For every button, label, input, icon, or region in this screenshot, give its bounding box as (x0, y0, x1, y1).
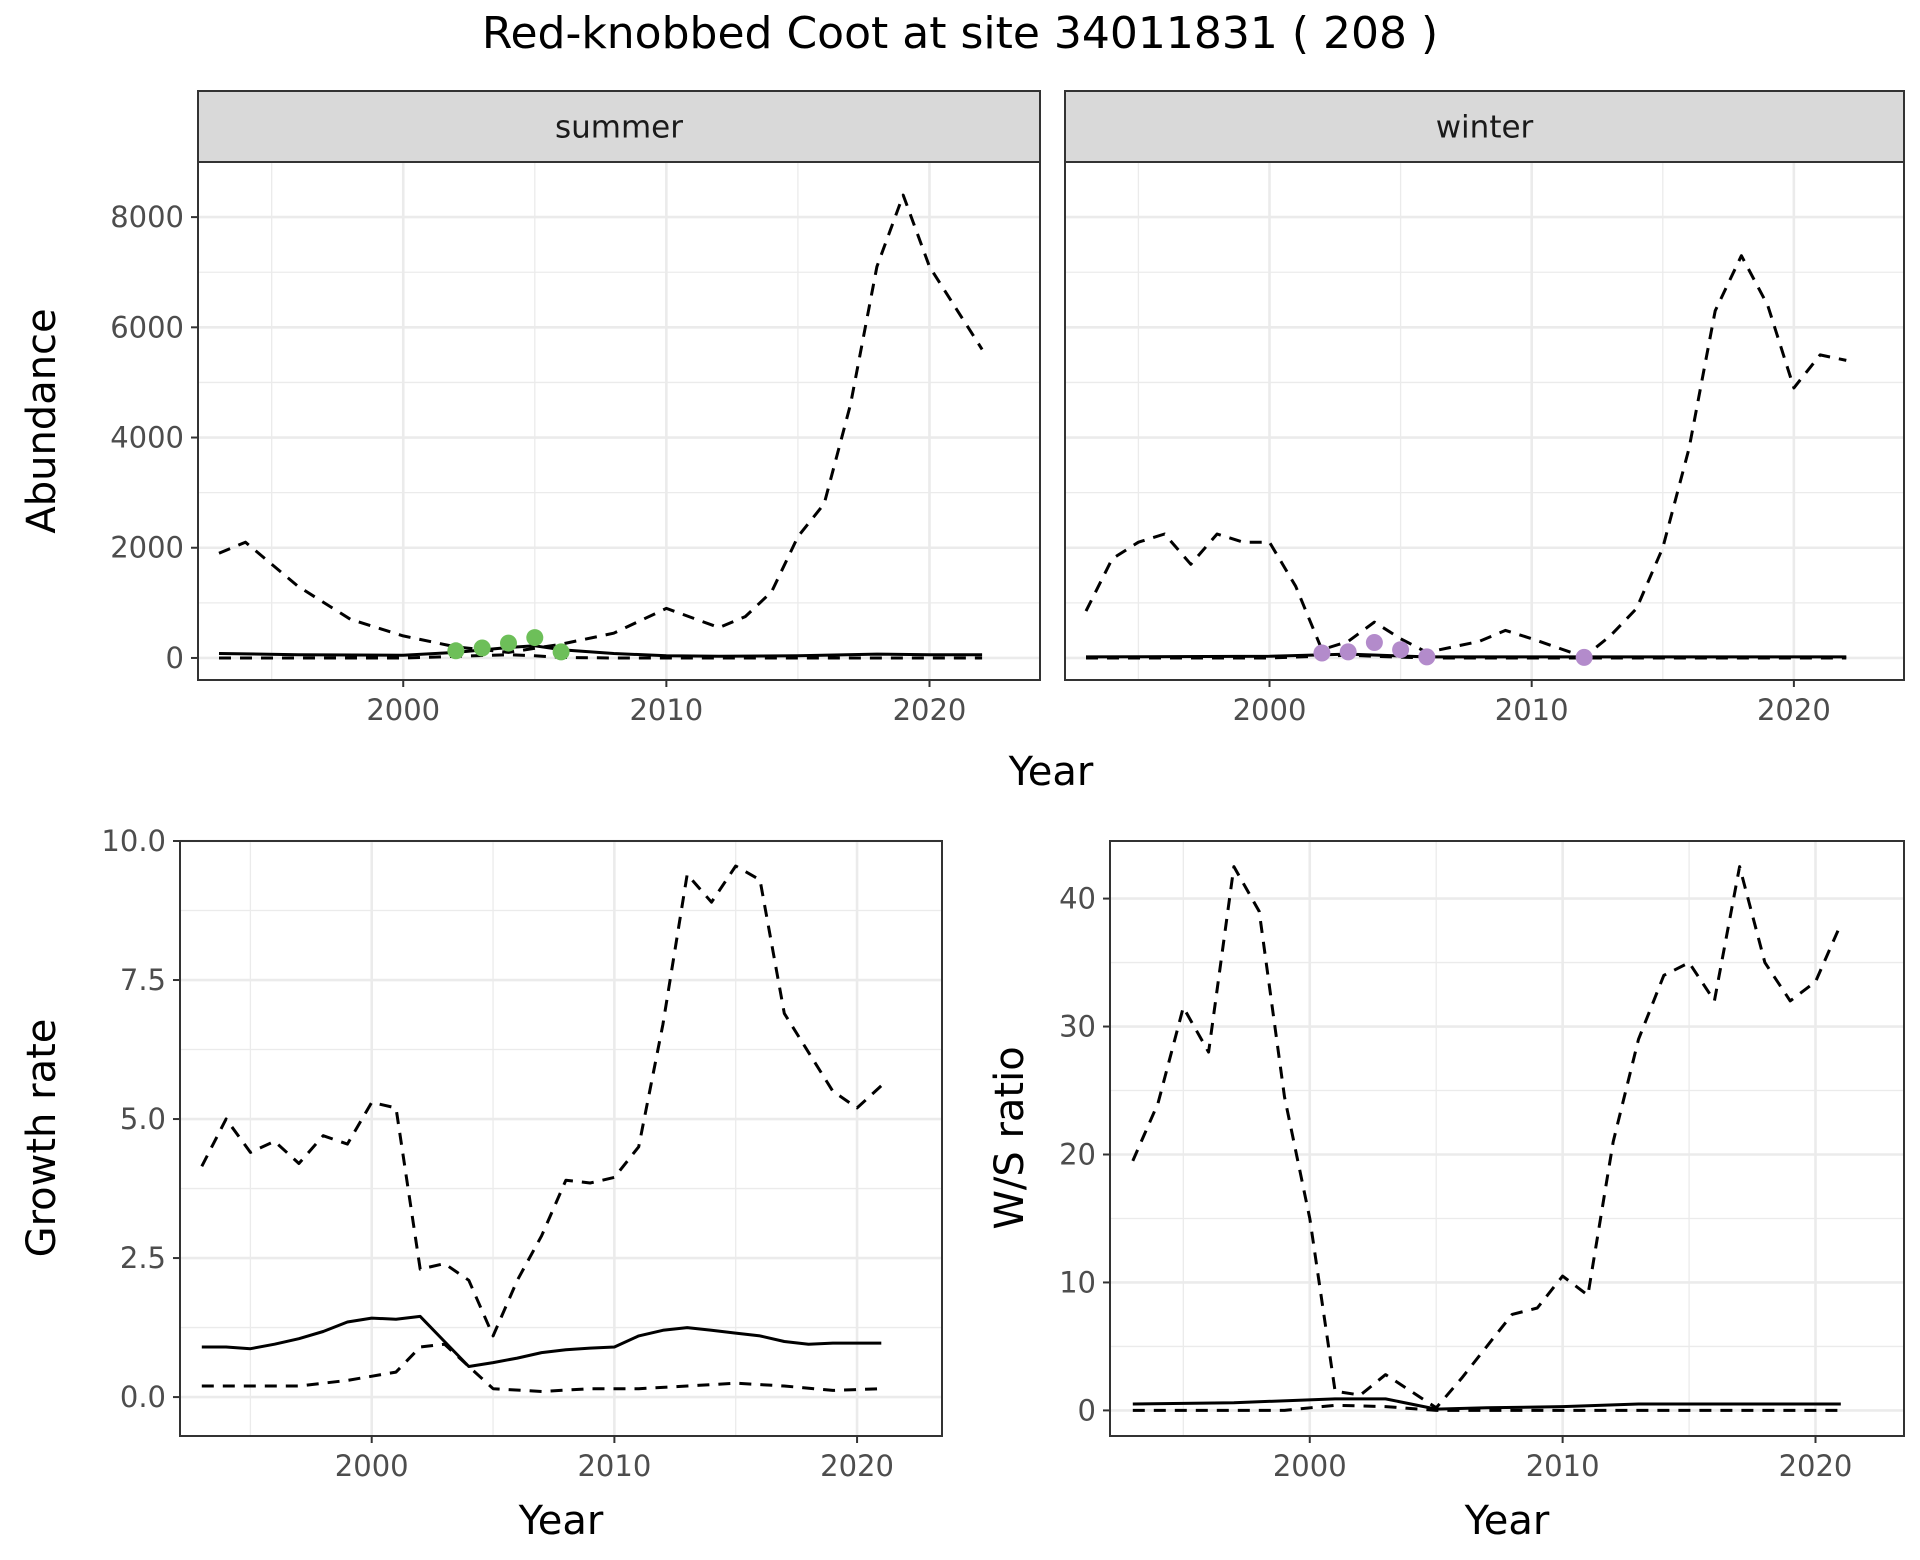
series-line-solid-0 (201, 1314, 882, 1368)
x-tick-label: 2010 (629, 693, 703, 727)
data-point (552, 643, 570, 661)
series-line-dashed-2 (1132, 1403, 1841, 1412)
x-tick-label: 2020 (893, 693, 967, 727)
plot-area (180, 841, 942, 1436)
series-line-dashed-1 (218, 193, 984, 654)
x-tick-label: 2010 (577, 1449, 651, 1483)
panel-summer: summer 2000 2010 2020 0 2000 4000 6000 8000 (110, 90, 1041, 727)
y-tick-label: 0 (1078, 1393, 1096, 1427)
x-axis-title-growth: Year (518, 1498, 604, 1544)
panel-border (179, 840, 943, 1437)
series-line-solid-0 (218, 644, 983, 658)
facet-strip (197, 90, 1041, 163)
series-line-dashed-1 (1131, 865, 1843, 1410)
y-axis-title-ratio: W/S ratio (987, 1046, 1033, 1229)
x-axis-title-ratio: Year (1464, 1498, 1550, 1544)
x-tick-label: 2020 (820, 1449, 894, 1483)
series-line-solid-0 (1132, 1397, 1841, 1411)
x-axis-title-top: Year (1008, 749, 1094, 795)
x-tick-label: 2000 (366, 693, 440, 727)
x-tick-label: 2010 (1495, 693, 1569, 727)
data-point (473, 639, 491, 657)
y-tick-label: 7.5 (120, 963, 166, 997)
y-tick-label: 0 (166, 641, 184, 675)
x-tick-label: 2000 (335, 1449, 409, 1483)
y-tick-label: 20 (1059, 1137, 1096, 1171)
y-tick-label: 4000 (110, 421, 184, 455)
series-line-dashed-1 (1084, 254, 1847, 659)
y-tick-label: 10.0 (101, 824, 166, 858)
panel-growth: 2000 2010 2020 0.0 2.5 5.0 7.5 10.0 (101, 824, 943, 1483)
data-point (1339, 643, 1357, 661)
panel-border (1109, 840, 1905, 1437)
data-point (1365, 634, 1383, 652)
data-point (1575, 648, 1593, 666)
x-tick-label: 2000 (1273, 1449, 1347, 1483)
facet-strip (1064, 90, 1905, 163)
plot-area (198, 162, 1040, 680)
y-tick-label: 8000 (110, 200, 184, 234)
series-line-dashed-1 (200, 864, 883, 1338)
facet-strip-label: winter (1436, 110, 1534, 146)
y-tick-label: 2000 (110, 531, 184, 565)
data-point (1313, 644, 1331, 662)
x-tick-label: 2020 (1779, 1449, 1853, 1483)
data-point (447, 642, 465, 660)
data-point (526, 629, 544, 647)
y-axis-title-abundance: Abundance (19, 308, 65, 533)
y-axis-title-growth: Growth rate (19, 1019, 65, 1258)
data-point (499, 634, 517, 652)
data-point (1392, 641, 1410, 659)
chart-title: Red-knobbed Coot at site 34011831 ( 208 … (482, 8, 1438, 59)
series-line-dashed-2 (1086, 653, 1847, 660)
series-line-dashed-2 (201, 1342, 882, 1393)
y-tick-label: 0.0 (120, 1380, 166, 1414)
y-tick-label: 10 (1059, 1265, 1096, 1299)
x-tick-label: 2010 (1526, 1449, 1600, 1483)
y-tick-label: 2.5 (120, 1241, 166, 1275)
y-tick-label: 6000 (110, 310, 184, 344)
panel-winter: winter 2000 2010 2020 (1064, 90, 1905, 727)
y-tick-label: 40 (1059, 882, 1096, 916)
plot-area (1110, 841, 1904, 1436)
x-tick-label: 2000 (1233, 693, 1307, 727)
y-tick-label: 5.0 (120, 1102, 166, 1136)
series-line-dashed-2 (219, 653, 983, 660)
data-point (1418, 648, 1436, 666)
x-tick-label: 2020 (1757, 693, 1831, 727)
y-tick-label: 30 (1059, 1010, 1096, 1044)
panel-ratio: 2000 2010 2020 0 10 20 30 40 (1059, 840, 1905, 1483)
facet-strip-label: summer (555, 110, 683, 146)
plot-area (1065, 162, 1904, 680)
